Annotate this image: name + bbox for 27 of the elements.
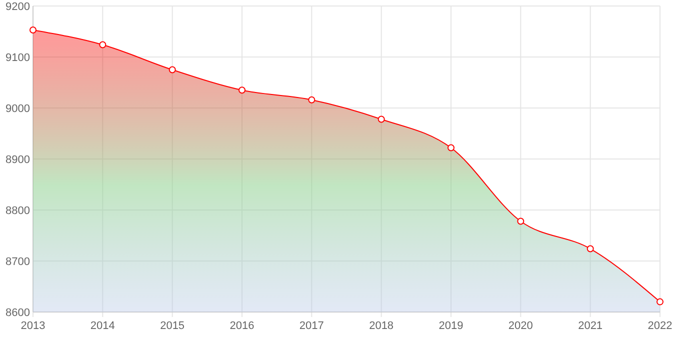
x-tick-label: 2015 [160,320,185,332]
x-tick-label: 2022 [648,320,672,332]
point [656,298,664,306]
x-tick-label: 2018 [369,320,394,332]
x-tick-label: 2013 [20,320,46,332]
y-tick-label: 9100 [6,52,30,64]
point [308,96,316,104]
y-tick-label: 9000 [6,102,30,115]
point [448,144,454,152]
x-tick-label: 2020 [508,320,533,332]
point [238,86,246,94]
point [99,41,106,48]
y-tick-label: 9200 [6,0,30,13]
x-tick-label: 2014 [90,320,115,332]
point [168,66,176,74]
point [517,218,524,225]
point [378,116,385,123]
y-tick-label: 8600 [6,306,30,319]
point [586,245,594,252]
y-tick-label: 8800 [6,204,30,217]
x-tick-label: 2019 [438,320,464,332]
point [30,26,36,34]
x-tick-label: 2021 [578,320,603,332]
y-tick-label: 8700 [6,256,30,268]
y-tick-label: 8900 [6,154,30,166]
x-tick-label: 2017 [299,320,324,332]
x-tick-label: 2016 [230,320,254,332]
